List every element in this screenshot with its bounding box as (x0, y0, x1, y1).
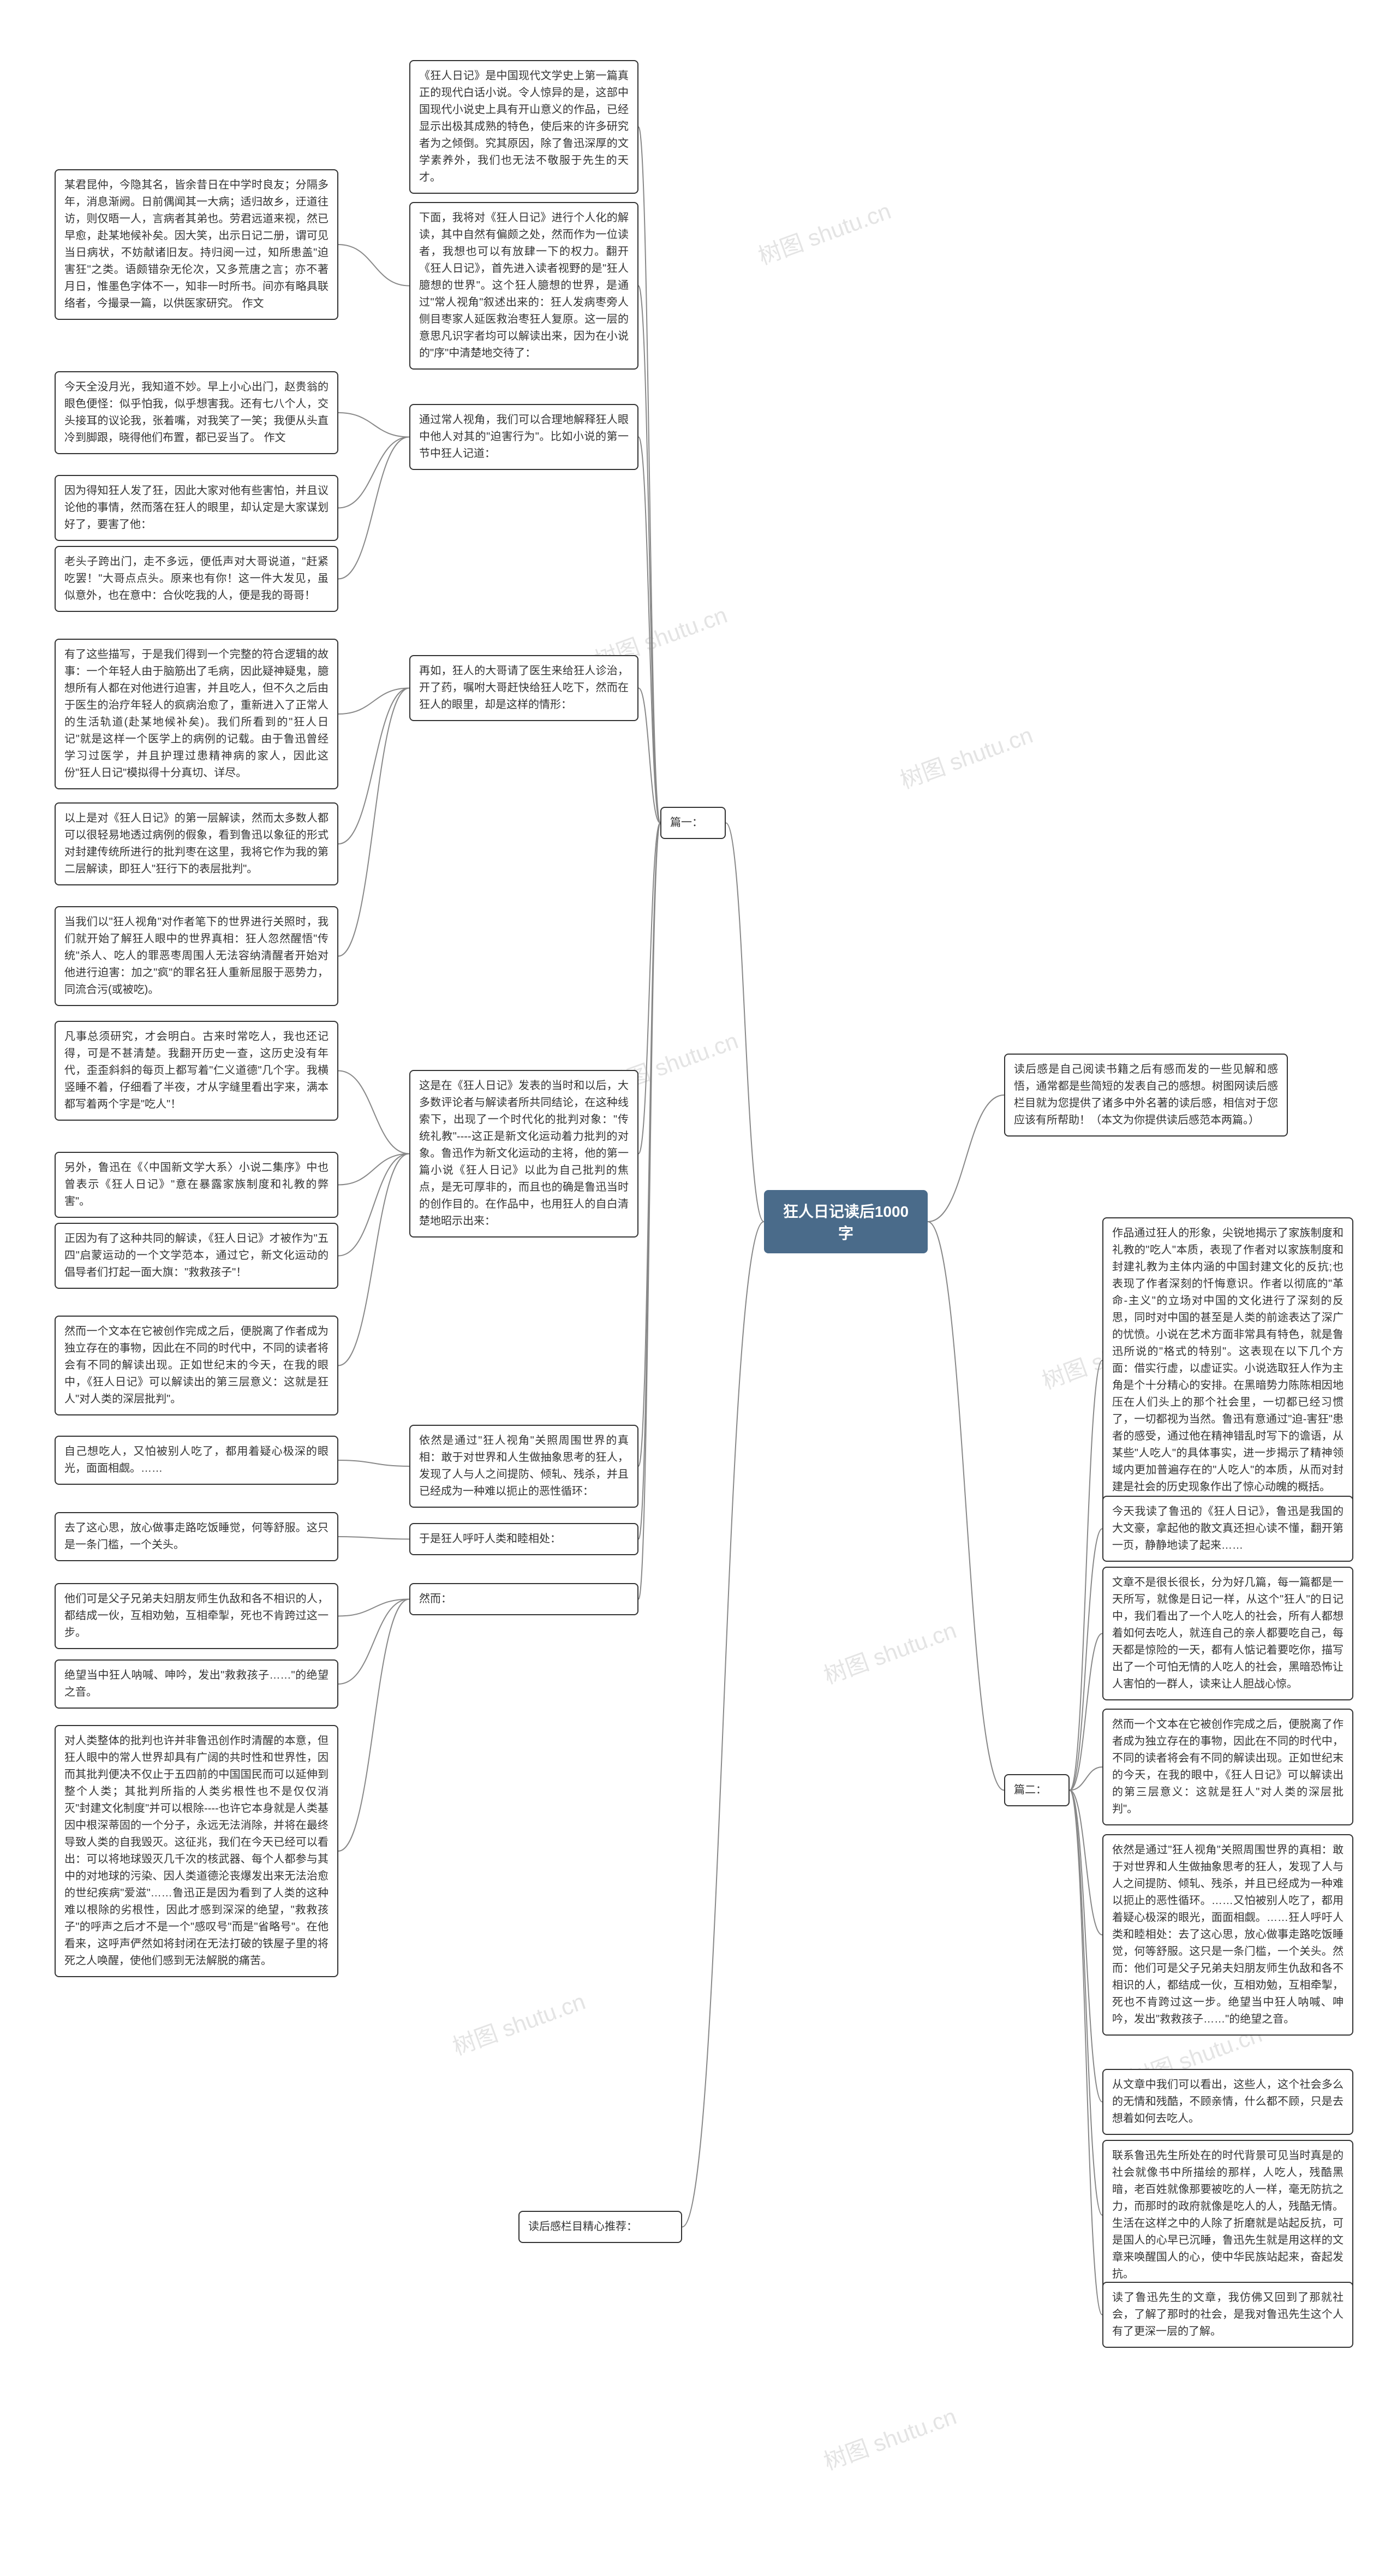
s1-s1n8b: 绝望当中狂人呐喊、呻吟，发出"救救孩子……"的绝望之音。 (55, 1659, 338, 1709)
s1-s1n3b: 因为得知狂人发了狂，因此大家对他有些害怕，并且议论他的事情，然而落在狂人的眼里，… (55, 475, 338, 541)
s1-s1n4b: 以上是对《狂人日记》的第一层解读，然而太多数人都可以很轻易地透过病例的假象，看到… (55, 802, 338, 885)
watermark: 树图 shutu.cn (753, 193, 895, 271)
s2-s2n5: 依然是通过"狂人视角"关照周围世界的真相：敢于对世界和人生做抽象思考的狂人，发现… (1102, 1834, 1353, 2036)
s1-s1n8c: 对人类整体的批判也许并非鲁迅创作时清醒的本意，但狂人眼中的常人世界却具有广阔的共… (55, 1725, 338, 1977)
section-1: 篇一： (660, 807, 726, 839)
s2-s2n6: 从文章中我们可以看出，这些人，这个社会多么的无情和残酷，不顾亲情，什么都不顾，只… (1102, 2069, 1353, 2135)
s1-s1n7a: 去了这心思，放心做事走路吃饭睡觉，何等舒服。这只是一条门槛，一个关头。 (55, 1512, 338, 1561)
s2-s2n3: 文章不是很长很长，分为好几篇，每一篇都是一天所写，就像是日记一样，从这个"狂人"… (1102, 1567, 1353, 1700)
s1-s1n6a: 自己想吃人，又怕被别人吃了，都用着疑心极深的眼光，面面相觑。…… (55, 1436, 338, 1485)
s1-s1n1: 《狂人日记》是中国现代文学史上第一篇真正的现代白话小说。令人惊异的是，这部中国现… (409, 60, 638, 194)
s1-s1n4c: 当我们以"狂人视角"对作者笔下的世界进行关照时，我们就开始了解狂人眼中的世界真相… (55, 906, 338, 1006)
root-node: 狂人日记读后1000字 (764, 1190, 928, 1253)
section-3: 读后感栏目精心推荐： (518, 2211, 682, 2243)
watermark: 树图 shutu.cn (447, 1983, 589, 2062)
s2-s2n8: 读了鲁迅先生的文章，我仿佛又回到了那就社会，了解了那时的社会，是我对鲁迅先生这个… (1102, 2282, 1353, 2348)
s1-s1n2a: 某君昆仲，今隐其名，皆余昔日在中学时良友；分隔多年，消息渐阙。日前偶闻其一大病；… (55, 169, 338, 320)
s2-s2n1: 作品通过狂人的形象，尖锐地揭示了家族制度和礼教的"吃人"本质，表现了作者对以家族… (1102, 1217, 1353, 1503)
watermark: 树图 shutu.cn (819, 1612, 960, 1691)
s1-s1n2: 下面，我将对《狂人日记》进行个人化的解读，其中自然有偏颇之处，然而作为一位读者，… (409, 202, 638, 370)
s1-s1n5d: 然而一个文本在它被创作完成之后，便脱离了作者成为独立存在的事物，因此在不同的时代… (55, 1316, 338, 1415)
s1-s1n6: 依然是通过"狂人视角"关照周围世界的真相：敢于对世界和人生做抽象思考的狂人，发现… (409, 1425, 638, 1508)
s1-s1n3c: 老头子跨出门，走不多远，便低声对大哥说道，"赶紧吃罢！"大哥点点头。原来也有你！… (55, 546, 338, 612)
s2-s2n2: 今天我读了鲁迅的《狂人日记》，鲁迅是我国的大文豪，拿起他的散文真还担心读不懂，翻… (1102, 1496, 1353, 1562)
intro-node: 读后感是自己阅读书籍之后有感而发的一些见解和感悟，通常都是些简短的发表自己的感想… (1004, 1054, 1288, 1137)
s2-s2n7: 联系鲁迅先生所处在的时代背景可见当时真是的社会就像书中所描绘的那样，人吃人，残酷… (1102, 2140, 1353, 2291)
s1-s1n3: 通过常人视角，我们可以合理地解释狂人眼中他人对其的"迫害行为"。比如小说的第一节… (409, 404, 638, 470)
s1-s1n5a: 凡事总须研究，才会明白。古来时常吃人，我也还记得，可是不甚清楚。我翻开历史一查，… (55, 1021, 338, 1121)
section-2: 篇二： (1004, 1774, 1070, 1806)
s1-s1n3a: 今天全没月光，我知道不妙。早上小心出门，赵贵翁的眼色便怪：似乎怕我，似乎想害我。… (55, 371, 338, 454)
watermark: 树图 shutu.cn (895, 717, 1037, 795)
s1-s1n5: 这是在《狂人日记》发表的当时和以后，大多数评论者与解读者所共同结论，在这种线索下… (409, 1070, 638, 1238)
s1-s1n7: 于是狂人呼吁人类和睦相处： (409, 1523, 638, 1555)
s1-s1n4: 再如，狂人的大哥请了医生来给狂人诊治，开了药，嘱咐大哥赶快给狂人吃下，然而在狂人… (409, 655, 638, 721)
watermark: 树图 shutu.cn (819, 2398, 960, 2477)
s1-s1n4a: 有了这些描写，于是我们得到一个完整的符合逻辑的故事：一个年轻人由于脑筋出了毛病，… (55, 639, 338, 789)
s1-s1n5b: 另外，鲁迅在《〈中国新文学大系〉小说二集序》中也曾表示《狂人日记》"意在暴露家族… (55, 1152, 338, 1218)
s1-s1n5c: 正因为有了这种共同的解读，《狂人日记》才被作为"五四"启蒙运动的一个文学范本，通… (55, 1223, 338, 1289)
s1-s1n8a: 他们可是父子兄弟夫妇朋友师生仇敌和各不相识的人，都结成一伙，互相劝勉，互相牵掣，… (55, 1583, 338, 1649)
s2-s2n4: 然而一个文本在它被创作完成之后，便脱离了作者成为独立存在的事物，因此在不同的时代… (1102, 1709, 1353, 1825)
s1-s1n8: 然而： (409, 1583, 638, 1615)
